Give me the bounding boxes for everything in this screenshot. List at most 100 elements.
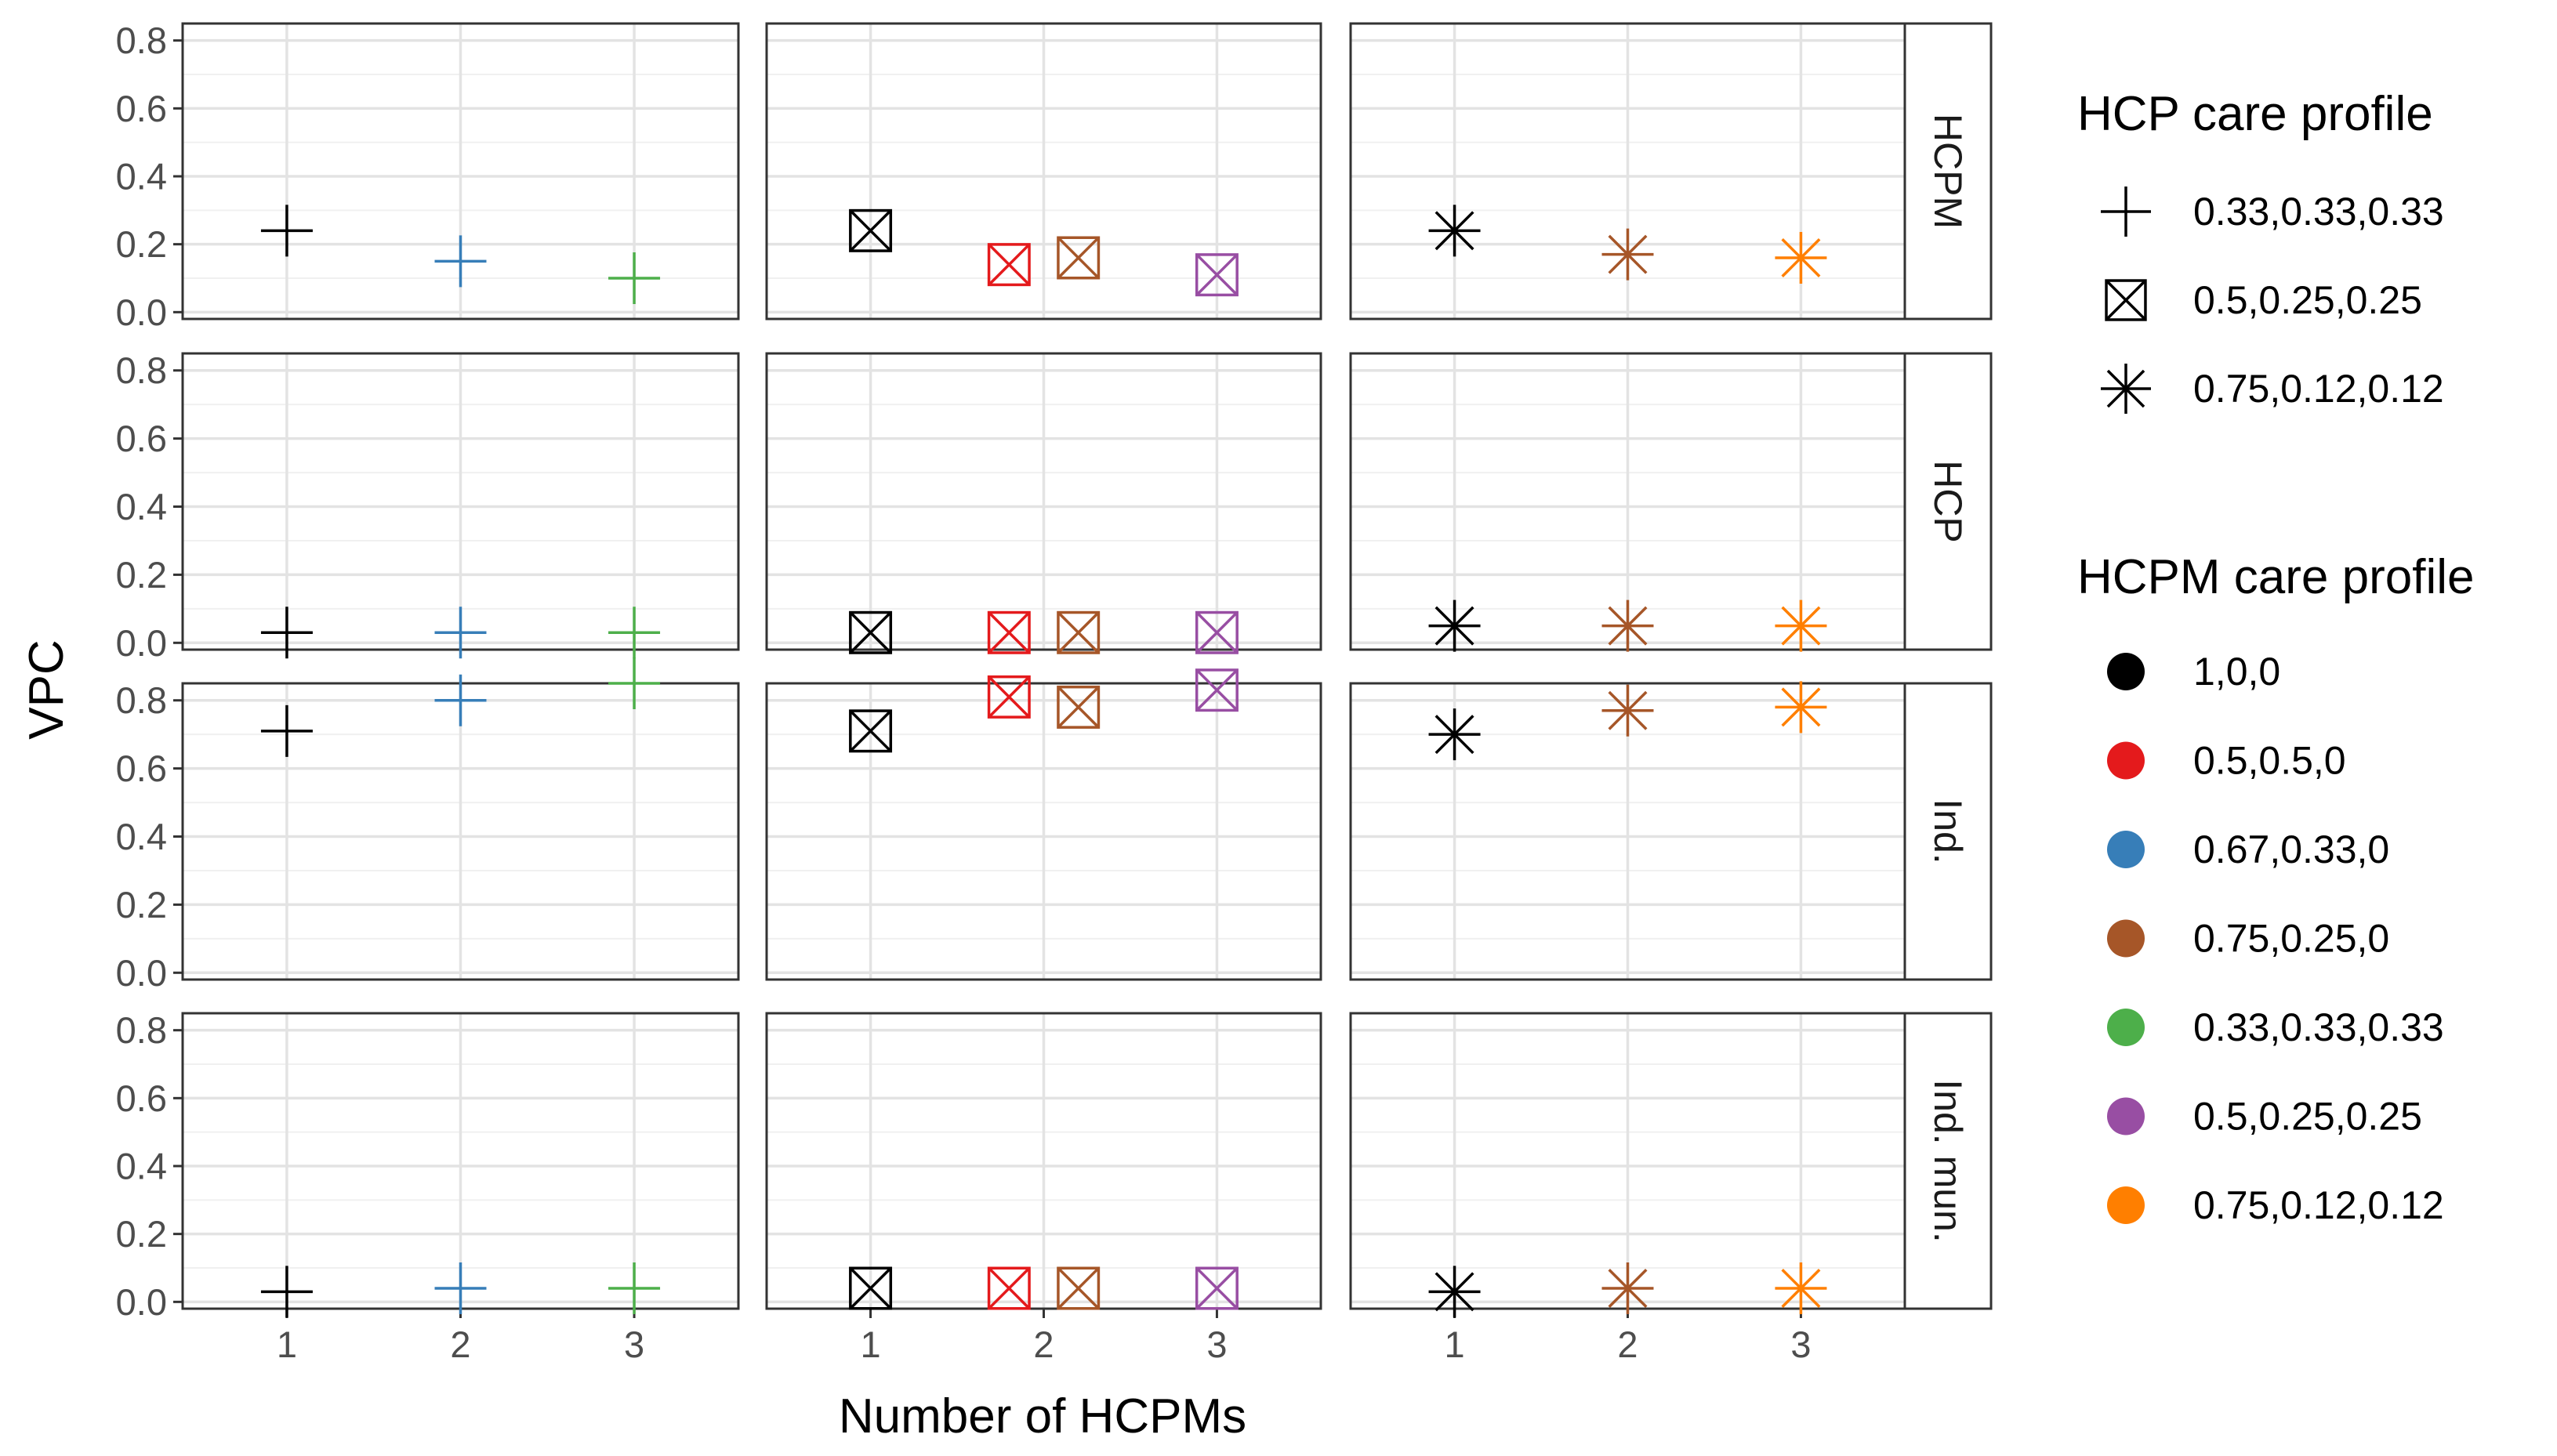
- y-tick-label: 0.0: [116, 1281, 167, 1323]
- data-points: [260, 205, 1827, 1318]
- data-point: [434, 607, 487, 659]
- x-tick-label: 1: [1444, 1324, 1464, 1365]
- y-tick-label: 0.0: [116, 292, 167, 333]
- y-tick-label: 0.2: [116, 554, 167, 596]
- x-tick-label: 2: [1617, 1324, 1638, 1365]
- x-tick-label: 1: [277, 1324, 297, 1365]
- data-point: [260, 704, 313, 757]
- panel-r2-c0: [181, 682, 740, 981]
- data-point: [849, 709, 893, 753]
- y-tick-label: 0.6: [116, 418, 167, 459]
- y-axis-title: VPC: [20, 639, 74, 739]
- legend-label: 0.33,0.33,0.33: [2193, 1005, 2444, 1049]
- data-point: [987, 243, 1031, 287]
- panel-r1-c0: [181, 352, 740, 651]
- legend-key-color: [2107, 741, 2145, 780]
- data-point: [1428, 205, 1481, 257]
- facet-strip-box: [1903, 682, 1993, 981]
- data-point: [260, 205, 313, 257]
- data-point: [608, 657, 661, 709]
- panel-border: [765, 22, 1322, 321]
- legend-label: 0.5,0.25,0.25: [2193, 278, 2422, 322]
- panels: [181, 22, 1906, 1310]
- data-point: [434, 674, 487, 726]
- data-point: [260, 1266, 313, 1318]
- facet-strip-box: [1903, 1012, 1993, 1310]
- data-point: [1195, 610, 1239, 654]
- data-point: [1195, 668, 1239, 712]
- legend-key-color: [2107, 1009, 2145, 1046]
- data-point: [1601, 228, 1654, 281]
- y-tick-label: 0.6: [116, 88, 167, 129]
- x-axis-title: Number of HCPMs: [839, 1389, 1246, 1443]
- data-point: [987, 1266, 1031, 1310]
- x-axes: 1 2 3 1 2 3 1 2 3: [277, 1309, 1812, 1365]
- data-point: [1775, 1262, 1827, 1314]
- legend-hcpm-care-profile: HCPM care profile 1,0,0 0.5,0.5,0 0.67,0.3…: [2077, 550, 2474, 1227]
- y-axes: 0.0 0.2 0.4 0.6 0.8 0.0 0.2 0.4 0.6 0.8 0.0 0.2 0.4 0…: [116, 20, 183, 1323]
- legend-label: 0.75,0.25,0: [2193, 917, 2389, 961]
- legend-hcp-care-profile: HCP care profile 0.33,0.33,0.33 0.5,0.25,…: [2077, 87, 2444, 414]
- facet-strip-box: [1903, 22, 1993, 321]
- y-tick-label: 0.4: [116, 1146, 167, 1187]
- data-point: [1775, 232, 1827, 284]
- data-point: [1601, 1262, 1654, 1314]
- facet-strip-box: [1903, 352, 1993, 651]
- y-tick-label: 0.2: [116, 884, 167, 925]
- data-point: [849, 1266, 893, 1310]
- legend-key-color: [2107, 919, 2145, 958]
- legend-key-color: [2107, 1186, 2145, 1224]
- legend-key-color: [2107, 831, 2145, 868]
- panel-border: [765, 352, 1322, 651]
- data-point: [1775, 599, 1827, 652]
- facet-strips: HCPM HCP Ind. Ind. mun.: [1903, 22, 1993, 1310]
- panel-r3-c1: [765, 1012, 1322, 1310]
- y-tick-label: 0.8: [116, 20, 167, 61]
- legend-label: 0.75,0.12,0.12: [2193, 367, 2444, 411]
- data-point: [849, 208, 893, 252]
- facet-strip-label: Ind. mun.: [1926, 1079, 1970, 1242]
- data-point: [987, 675, 1031, 719]
- y-tick-label: 0.2: [116, 223, 167, 265]
- panel-border: [181, 22, 740, 321]
- legend-title-hcpm: HCPM care profile: [2077, 550, 2474, 604]
- x-tick-label: 3: [1790, 1324, 1811, 1365]
- y-tick-label: 0.6: [116, 748, 167, 789]
- panel-border: [765, 682, 1322, 981]
- x-tick-label: 3: [624, 1324, 644, 1365]
- panel-r2-c1: [765, 682, 1322, 981]
- facet-strip-label: Ind.: [1926, 799, 1970, 864]
- legend-key-asterisk: [2101, 364, 2151, 414]
- y-tick-label: 0.4: [116, 816, 167, 857]
- panel-r1-c1: [765, 352, 1322, 651]
- data-point: [1057, 685, 1101, 729]
- legend-label: 0.5,0.5,0: [2193, 739, 2346, 783]
- data-point: [1428, 599, 1481, 652]
- legend-label: 0.5,0.25,0.25: [2193, 1095, 2422, 1139]
- panel-r0-c1: [765, 22, 1322, 321]
- data-point: [1195, 253, 1239, 297]
- data-point: [1195, 1266, 1239, 1310]
- y-tick-label: 0.2: [116, 1213, 167, 1255]
- facet-strip-label: HCP: [1926, 460, 1970, 543]
- legend-key-color: [2107, 653, 2145, 690]
- data-point: [434, 1262, 487, 1314]
- legend-label: 0.75,0.12,0.12: [2193, 1183, 2444, 1227]
- y-tick-label: 0.6: [116, 1078, 167, 1119]
- data-point: [1057, 236, 1101, 280]
- panel-r3-c2: [1349, 1012, 1906, 1310]
- data-point: [1601, 684, 1654, 737]
- legend-label: 0.67,0.33,0: [2193, 828, 2389, 871]
- panel-r3-c0: [181, 1012, 740, 1310]
- data-point: [608, 607, 661, 659]
- data-point: [608, 1262, 661, 1314]
- y-tick-label: 0.8: [116, 1009, 167, 1051]
- x-tick-label: 2: [450, 1324, 470, 1365]
- x-tick-label: 1: [860, 1324, 880, 1365]
- data-point: [1428, 1266, 1481, 1318]
- legend-title-hcp: HCP care profile: [2077, 87, 2433, 141]
- y-tick-label: 0.4: [116, 486, 167, 527]
- legend-key-boxcross: [2105, 279, 2147, 321]
- y-tick-label: 0.4: [116, 156, 167, 197]
- data-point: [1428, 708, 1481, 761]
